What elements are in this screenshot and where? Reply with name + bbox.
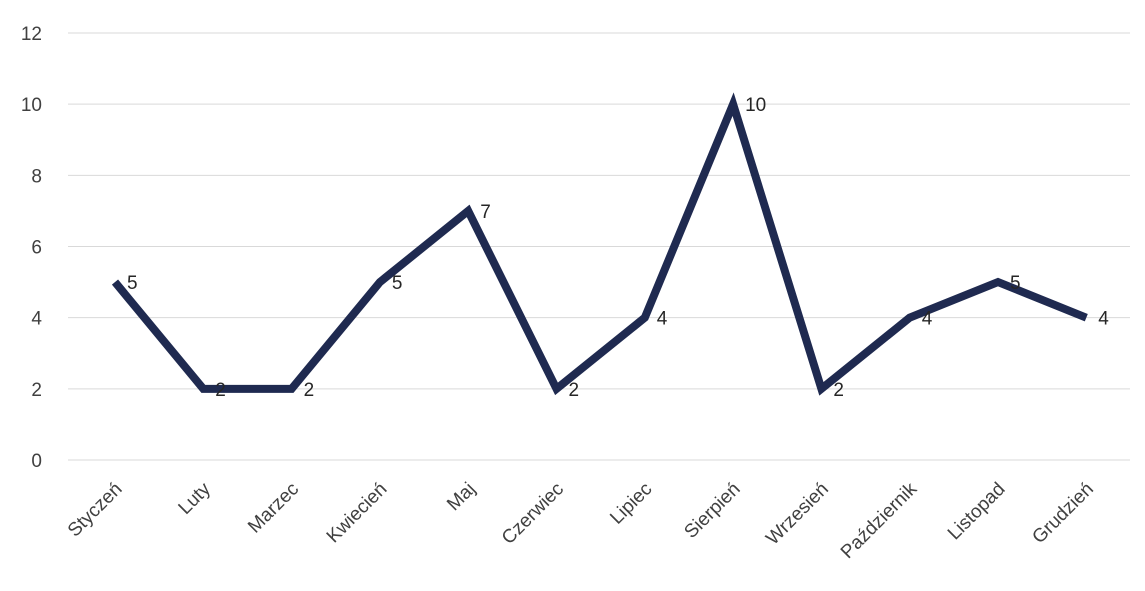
data-label: 5 [392,273,403,294]
x-tick-label: Czerwiec [498,479,568,549]
x-tick-label: Styczeń [64,479,127,542]
gridlines [68,32,1130,461]
data-label: 4 [922,309,933,330]
data-label: 5 [1010,273,1021,294]
y-tick-label: 4 [31,309,42,330]
data-label: 7 [480,202,491,223]
data-label: 2 [833,380,844,401]
x-tick-label: Lipiec [606,479,656,529]
y-tick-label: 2 [31,380,42,401]
y-tick-label: 8 [31,166,42,187]
data-label: 2 [569,380,580,401]
x-tick-label: Listopad [944,479,1010,545]
x-tick-label: Luty [175,478,216,519]
data-label: 5 [127,273,138,294]
data-label: 2 [304,380,315,401]
data-label: 2 [215,380,226,401]
data-label: 10 [745,95,766,116]
data-label: 4 [657,309,668,330]
y-axis-ticks: 0 2 4 6 8 10 12 [21,24,43,472]
x-tick-label: Grudzień [1028,479,1097,548]
x-tick-label: Kwiecień [323,479,392,548]
x-tick-label: Maj [443,479,480,516]
y-tick-label: 6 [31,238,42,259]
series-line [111,92,1088,396]
x-tick-label: Marzec [244,479,303,538]
x-tick-label: Październik [837,478,922,563]
data-labels: 5 2 2 5 7 2 4 10 2 4 5 4 [127,95,1109,401]
data-label: 4 [1098,309,1109,330]
x-axis-ticks: Styczeń Luty Marzec Kwiecień Maj Czerwiec Lipi… [64,478,1098,563]
y-tick-label: 12 [21,24,42,45]
x-tick-label: Wrzesień [762,479,833,550]
x-tick-label: Sierpień [680,479,744,543]
y-tick-label: 10 [21,95,42,116]
y-tick-label: 0 [31,451,42,472]
